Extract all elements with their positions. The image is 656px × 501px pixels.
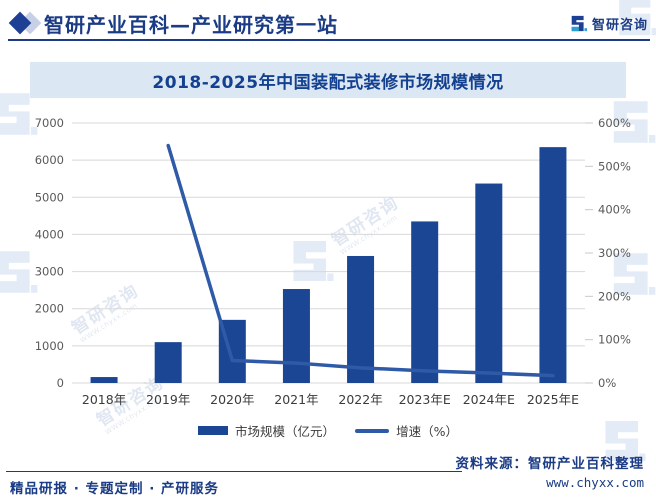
left-axis-tick-label: 3000 <box>35 265 64 279</box>
x-axis-category-label: 2023年E <box>399 392 451 407</box>
left-axis-tick-label: 1000 <box>35 339 64 353</box>
bar-swatch-icon <box>198 426 229 435</box>
legend-item-growth: 增速（%） <box>355 421 458 440</box>
chart-title-banner: 2018-2025年中国装配式装修市场规模情况 <box>30 62 626 98</box>
left-axis-tick-label: 0 <box>57 376 64 390</box>
site-title: 智研产业百科—产业研究第一站 <box>44 12 338 37</box>
right-axis-tick-label: 100% <box>598 333 631 347</box>
x-axis-category-label: 2021年 <box>274 392 318 407</box>
website-link[interactable]: www.chyxx.com <box>546 475 644 490</box>
chart-title: 2018-2025年中国装配式装修市场规模情况 <box>152 72 504 93</box>
diamond-icon <box>8 11 44 35</box>
left-axis-tick-label: 5000 <box>35 190 64 204</box>
right-axis-tick-label: 400% <box>598 203 631 217</box>
header: 智研产业百科—产业研究第一站 智研咨询 <box>8 8 648 38</box>
x-axis-category-label: 2018年 <box>82 392 126 407</box>
bar-market-size <box>90 377 118 383</box>
chart-svg: 0 1000 2000 3000 4000 5000 6000 7000 0% 100% 200% 3… <box>35 116 631 407</box>
right-axis-tick-label: 500% <box>598 159 631 173</box>
left-axis-tick-label: 6000 <box>35 153 64 167</box>
header-divider <box>8 39 650 41</box>
chart-area: 0 1000 2000 3000 4000 5000 6000 7000 0% 100% 200% 3… <box>0 95 656 417</box>
bar-market-size <box>475 183 503 383</box>
brand-logo: 智研咨询 <box>570 14 648 33</box>
source-block: 资料来源：智研产业百科整理 www.chyxx.com <box>456 452 645 490</box>
line-swatch-icon <box>355 428 390 433</box>
bar-market-size <box>282 289 310 383</box>
brand-name: 智研咨询 <box>591 17 648 33</box>
right-axis-tick-label: 300% <box>598 246 631 260</box>
left-axis-tick-label: 2000 <box>35 302 64 316</box>
chart-legend: 市场规模（亿元） 增速（%） <box>0 421 656 440</box>
bar-market-size <box>411 221 439 383</box>
bar-market-size <box>154 342 182 383</box>
growth-line <box>166 143 555 378</box>
x-axis-category-label: 2024年E <box>463 392 515 407</box>
legend-label: 市场规模（亿元） <box>235 424 336 439</box>
legend-label: 增速（%） <box>396 424 458 439</box>
x-axis-category-label: 2022年 <box>338 392 382 407</box>
right-axis-tick-label: 600% <box>598 116 631 130</box>
x-axis-category-label: 2020年 <box>210 392 254 407</box>
footer-divider <box>6 471 462 472</box>
right-axis-tick-label: 0% <box>598 376 616 390</box>
left-axis-tick-label: 4000 <box>35 227 64 241</box>
bar-market-size <box>347 255 375 383</box>
legend-item-market-size: 市场规模（亿元） <box>198 421 335 440</box>
source-label: 资料来源：智研产业百科整理 <box>455 456 644 472</box>
x-axis-category-label: 2025年E <box>527 392 579 407</box>
footer-tagline: 精品研报 · 专题定制 · 产研服务 <box>10 481 220 497</box>
bar-market-size <box>539 147 567 383</box>
brand-logo-icon <box>571 15 587 31</box>
left-axis-tick-label: 7000 <box>35 116 64 130</box>
right-axis-tick-label: 200% <box>598 289 631 303</box>
x-axis-category-label: 2019年 <box>146 392 190 407</box>
